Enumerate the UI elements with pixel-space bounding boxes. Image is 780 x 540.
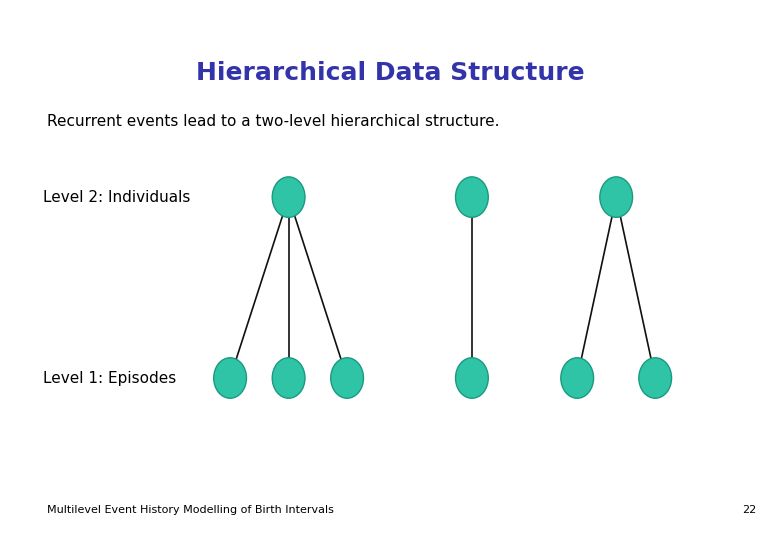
Text: Level 1: Episodes: Level 1: Episodes: [43, 370, 176, 386]
Ellipse shape: [272, 357, 305, 399]
Ellipse shape: [456, 177, 488, 217]
Text: Level 2: Individuals: Level 2: Individuals: [43, 190, 190, 205]
Ellipse shape: [561, 357, 594, 399]
Ellipse shape: [639, 357, 672, 399]
Ellipse shape: [456, 357, 488, 399]
Text: Hierarchical Data Structure: Hierarchical Data Structure: [196, 61, 584, 85]
Text: Recurrent events lead to a two-level hierarchical structure.: Recurrent events lead to a two-level hie…: [47, 114, 499, 129]
Ellipse shape: [214, 357, 246, 399]
Text: Multilevel Event History Modelling of Birth Intervals: Multilevel Event History Modelling of Bi…: [47, 505, 334, 515]
Ellipse shape: [272, 177, 305, 217]
Text: 22: 22: [743, 505, 757, 515]
Ellipse shape: [600, 177, 633, 217]
Ellipse shape: [331, 357, 363, 399]
